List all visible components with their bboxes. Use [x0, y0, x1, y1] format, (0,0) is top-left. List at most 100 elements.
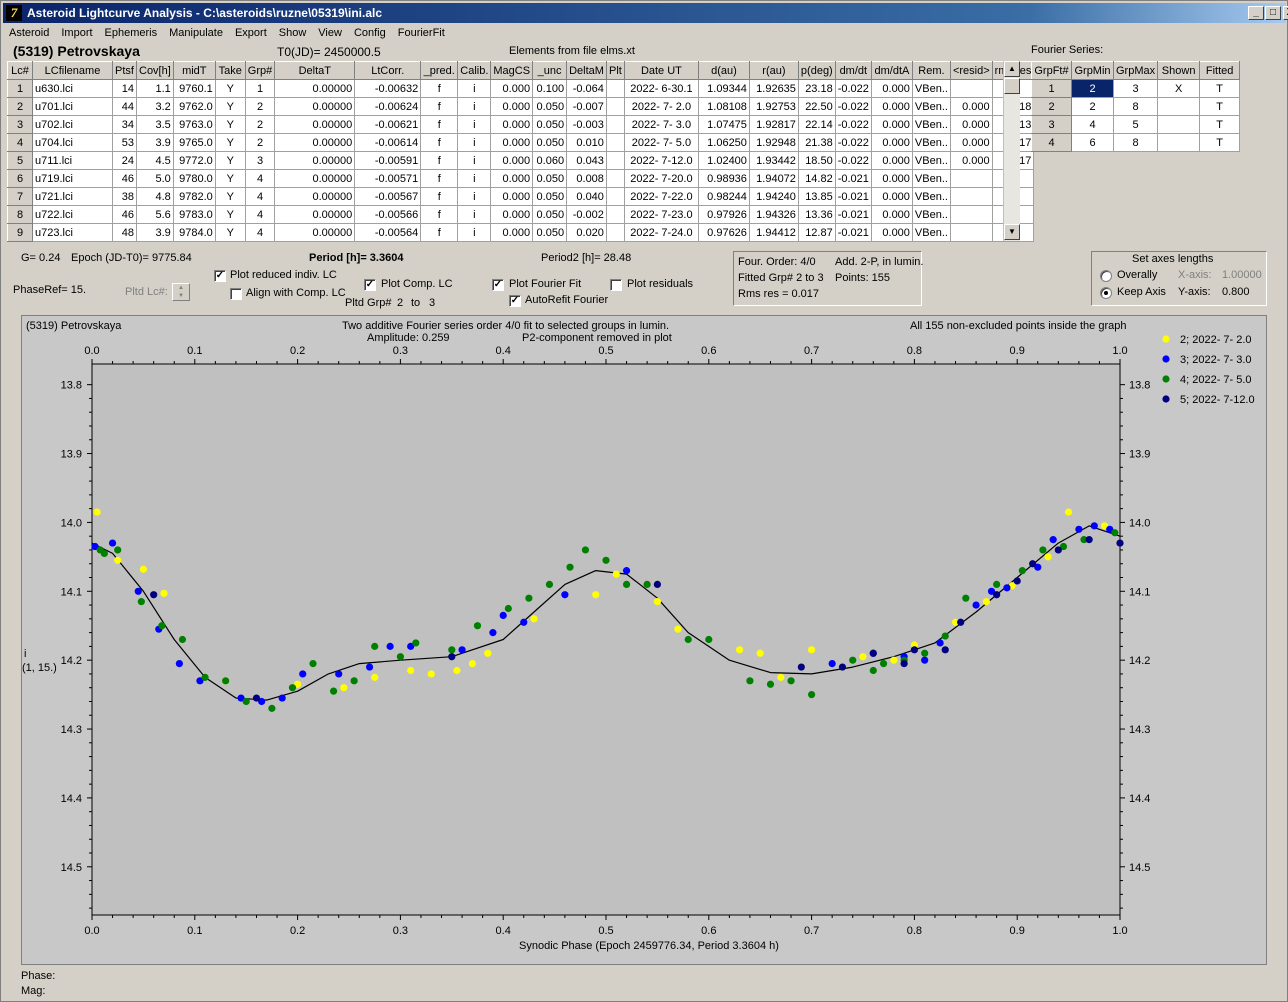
table-cell[interactable]: 0.00000 — [274, 151, 356, 170]
table-cell[interactable]: 0.000 — [490, 79, 534, 98]
table-cell[interactable]: -0.064 — [566, 79, 607, 98]
table-cell[interactable] — [605, 187, 625, 206]
table-cell[interactable]: i — [457, 169, 492, 188]
table-cell[interactable]: 18.50 — [797, 151, 836, 170]
table-cell[interactable]: 0.050 — [532, 97, 568, 116]
table-cell[interactable]: 9760.1 — [172, 79, 216, 98]
table-cell[interactable]: 0.98936 — [697, 169, 750, 188]
menu-ephemeris[interactable]: Ephemeris — [104, 27, 158, 39]
table-cell[interactable]: 2 — [244, 97, 276, 116]
table-cell[interactable]: X — [1157, 79, 1201, 98]
table-cell[interactable]: 0.000 — [490, 133, 534, 152]
row-header[interactable]: 1 — [7, 79, 33, 98]
table-cell[interactable]: 0.050 — [532, 133, 568, 152]
table-cell[interactable]: 34 — [112, 115, 137, 134]
table-cell[interactable]: 0.000 — [490, 187, 534, 206]
lightcurve-table[interactable]: Lc# LCfilename Ptsf Cov[h] midT Take Grp# Delta… — [7, 61, 1035, 242]
table-cell[interactable]: -0.00632 — [354, 79, 422, 98]
table-cell[interactable] — [605, 97, 625, 116]
table-cell[interactable]: 5.6 — [136, 205, 174, 224]
table-row[interactable]: 5 u711.lci 24 4.5 9772.0 Y 3 0.00000 -0.00591 f i 0… — [7, 151, 1035, 170]
menu-manipulate[interactable]: Manipulate — [169, 27, 223, 39]
table-cell[interactable]: -0.021 — [834, 205, 872, 224]
table-cell[interactable]: 1 — [244, 79, 276, 98]
menu-view[interactable]: View — [318, 27, 342, 39]
minimize-button[interactable]: _ — [1248, 6, 1264, 20]
row-header[interactable]: 8 — [7, 205, 33, 224]
fourier-fit-checkbox[interactable]: ✓ — [492, 279, 504, 291]
table-cell[interactable]: f — [420, 187, 459, 206]
table-cell[interactable]: 9765.0 — [172, 133, 216, 152]
table-cell[interactable]: 0.060 — [532, 151, 568, 170]
fourier-series-table[interactable]: GrpFt# GrpMin GrpMax Shown Fitted 1 2 3 X T 2 2 8 T 3 4… — [1031, 61, 1241, 152]
col-header[interactable]: Rem. — [911, 61, 951, 80]
table-cell[interactable]: 0.000 — [870, 79, 913, 98]
table-cell[interactable] — [605, 133, 625, 152]
menu-asteroid[interactable]: Asteroid — [9, 27, 50, 39]
table-cell[interactable]: 2022- 7-24.0 — [623, 223, 699, 242]
table-cell[interactable]: 0.000 — [870, 151, 913, 170]
table-cell[interactable]: 1.92817 — [748, 115, 799, 134]
table-cell[interactable]: 0.000 — [949, 133, 993, 152]
table-cell[interactable]: i — [457, 79, 492, 98]
table-cell[interactable]: -0.022 — [834, 97, 872, 116]
table-cell[interactable]: T — [1199, 133, 1241, 152]
table-cell[interactable]: 9772.0 — [172, 151, 216, 170]
keep-axis-radio[interactable] — [1100, 287, 1112, 299]
comp-lc-checkbox[interactable]: ✓ — [364, 279, 376, 291]
table-cell[interactable]: VBen.. — [911, 187, 951, 206]
table-cell[interactable]: f — [420, 223, 459, 242]
col-header[interactable]: _unc — [532, 61, 568, 80]
table-cell[interactable]: f — [420, 169, 459, 188]
col-header[interactable]: d(au) — [697, 61, 750, 80]
table-cell[interactable]: 0.000 — [490, 115, 534, 134]
table-cell[interactable]: Y — [214, 97, 246, 116]
table-cell[interactable]: 3.5 — [136, 115, 174, 134]
table-cell[interactable]: 0.98244 — [697, 187, 750, 206]
lightcurve-plot[interactable]: 0.0 0.0 0.1 0.1 0.2 0.2 0.3 0.3 0.4 0.4 0.5 0.5 0.6 0… — [21, 315, 1267, 965]
table-cell[interactable]: u630.lci — [32, 79, 113, 98]
col-header[interactable]: Plt — [605, 61, 625, 80]
table-cell[interactable]: -0.021 — [834, 187, 872, 206]
table-cell[interactable] — [605, 115, 625, 134]
autorefit-checkbox[interactable]: ✓ — [509, 295, 521, 307]
table-cell[interactable]: 0.050 — [532, 169, 568, 188]
table-cell[interactable]: 0.000 — [490, 97, 534, 116]
col-header[interactable]: dm/dt — [834, 61, 872, 80]
table-cell[interactable]: i — [457, 151, 492, 170]
col-header[interactable]: Take — [214, 61, 246, 80]
row-header[interactable]: 7 — [7, 187, 33, 206]
table-cell[interactable]: -0.022 — [834, 151, 872, 170]
table-cell[interactable]: 44 — [112, 97, 137, 116]
table-cell[interactable]: VBen.. — [911, 169, 951, 188]
table-cell[interactable]: -0.021 — [834, 169, 872, 188]
table-cell[interactable]: -0.00614 — [354, 133, 422, 152]
table-cell[interactable]: 0.000 — [870, 205, 913, 224]
table-cell[interactable]: 2022- 7- 5.0 — [623, 133, 699, 152]
table-cell[interactable]: 21.38 — [797, 133, 836, 152]
table-cell[interactable]: 1.92948 — [748, 133, 799, 152]
table-cell[interactable]: 0.00000 — [274, 223, 356, 242]
table-cell[interactable]: i — [457, 97, 492, 116]
table-cell[interactable] — [949, 79, 993, 98]
table-cell[interactable]: 0.000 — [870, 187, 913, 206]
table-cell[interactable]: f — [420, 79, 459, 98]
table-cell[interactable]: 0.000 — [490, 169, 534, 188]
menu-export[interactable]: Export — [234, 27, 267, 39]
col-header[interactable]: dm/dtA — [870, 61, 913, 80]
table-cell[interactable]: i — [457, 205, 492, 224]
scroll-thumb[interactable] — [1004, 78, 1020, 94]
table-cell[interactable]: 9780.0 — [172, 169, 216, 188]
table-cell[interactable]: VBen.. — [911, 205, 951, 224]
reduced-checkbox[interactable]: ✓ — [214, 270, 226, 282]
table-cell[interactable]: -0.007 — [566, 97, 607, 116]
close-button[interactable]: X — [1283, 6, 1288, 20]
table-cell[interactable]: 2022- 7- 3.0 — [623, 115, 699, 134]
table-cell[interactable]: 1.94072 — [748, 169, 799, 188]
title-bar[interactable]: 7 Asteroid Lightcurve Analysis - C:\aste… — [3, 3, 1288, 23]
col-header[interactable]: Fitted — [1199, 61, 1241, 80]
row-header[interactable]: 9 — [7, 223, 33, 242]
col-header[interactable]: GrpFt# — [1031, 61, 1072, 80]
